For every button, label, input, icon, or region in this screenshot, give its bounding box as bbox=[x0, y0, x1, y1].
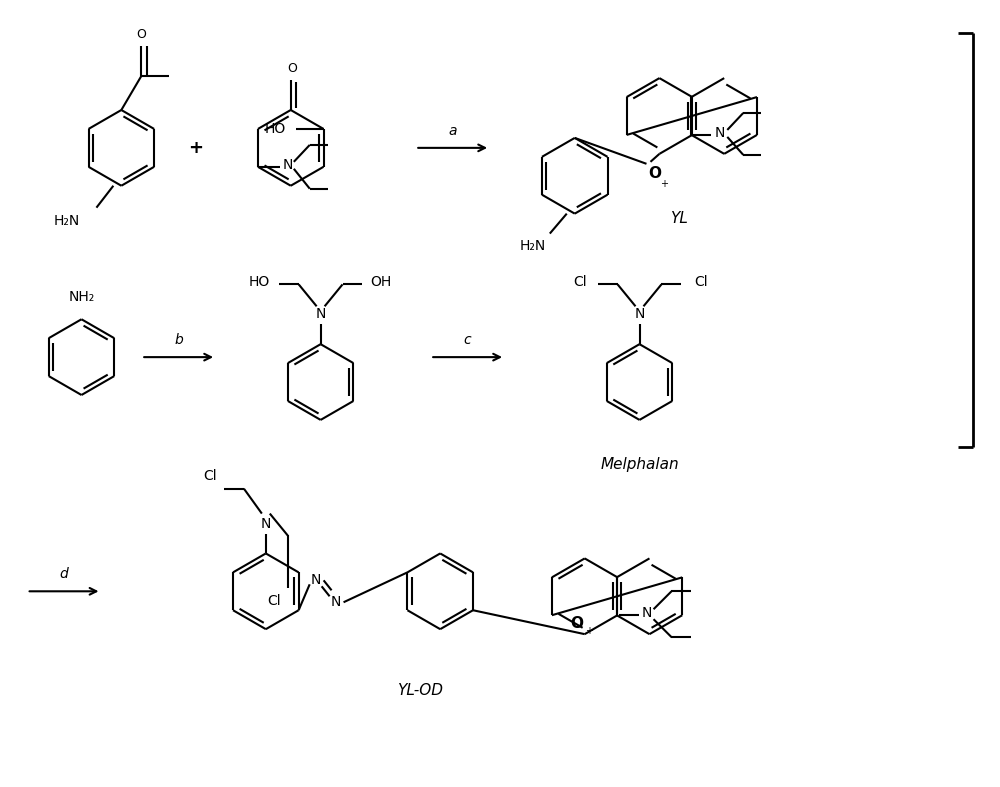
Text: +: + bbox=[585, 626, 593, 636]
Text: Cl: Cl bbox=[203, 469, 217, 482]
Text: +: + bbox=[189, 139, 204, 157]
Text: N: N bbox=[330, 595, 341, 609]
Text: YL-OD: YL-OD bbox=[397, 683, 443, 698]
Text: b: b bbox=[174, 333, 183, 347]
Text: O: O bbox=[136, 28, 146, 41]
Text: O: O bbox=[570, 615, 583, 630]
Text: c: c bbox=[464, 333, 471, 347]
Text: N: N bbox=[283, 158, 293, 172]
Text: Cl: Cl bbox=[694, 275, 708, 290]
Text: N: N bbox=[315, 307, 326, 321]
Text: N: N bbox=[634, 307, 645, 321]
Text: N: N bbox=[714, 126, 725, 140]
Text: HO: HO bbox=[265, 122, 286, 136]
Text: N: N bbox=[641, 606, 652, 620]
Text: +: + bbox=[660, 179, 668, 189]
Text: Cl: Cl bbox=[573, 275, 587, 290]
Text: N: N bbox=[261, 516, 271, 530]
Text: OH: OH bbox=[370, 275, 391, 290]
Text: a: a bbox=[448, 124, 457, 138]
Text: Melphalan: Melphalan bbox=[600, 457, 679, 472]
Text: H₂N: H₂N bbox=[53, 213, 79, 227]
Text: d: d bbox=[60, 567, 68, 582]
Text: Cl: Cl bbox=[267, 594, 281, 608]
Text: YL: YL bbox=[670, 211, 688, 226]
Text: H₂N: H₂N bbox=[520, 238, 546, 253]
Text: O: O bbox=[287, 61, 297, 75]
Text: NH₂: NH₂ bbox=[68, 290, 95, 305]
Text: HO: HO bbox=[248, 275, 269, 290]
Text: N: N bbox=[310, 574, 321, 587]
Text: O: O bbox=[648, 166, 661, 181]
